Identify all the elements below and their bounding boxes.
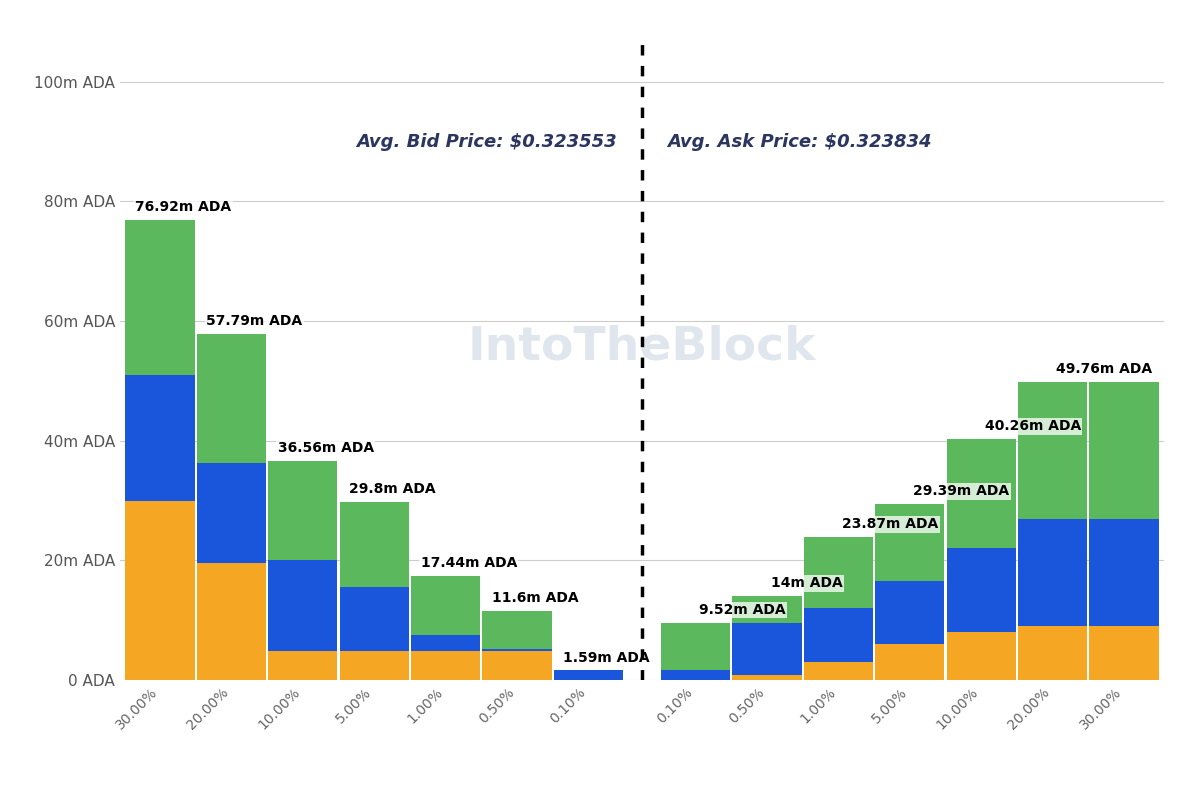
Bar: [1018, 626, 1087, 680]
Text: 9.52m ADA: 9.52m ADA: [700, 603, 786, 617]
Bar: [875, 644, 944, 680]
Text: 29.39m ADA: 29.39m ADA: [913, 484, 1009, 498]
Text: 36.56m ADA: 36.56m ADA: [278, 442, 374, 455]
Bar: [340, 651, 409, 680]
Bar: [947, 632, 1016, 680]
Bar: [554, 670, 623, 680]
Bar: [340, 502, 409, 587]
Bar: [340, 587, 409, 651]
Bar: [804, 538, 874, 608]
Bar: [197, 463, 266, 563]
Bar: [125, 501, 194, 680]
Bar: [732, 623, 802, 675]
Bar: [197, 563, 266, 680]
Text: IntoTheBlock: IntoTheBlock: [468, 325, 816, 370]
Bar: [410, 635, 480, 651]
Bar: [875, 582, 944, 644]
Bar: [482, 651, 552, 680]
Bar: [732, 675, 802, 680]
Bar: [804, 662, 874, 680]
Bar: [125, 375, 194, 501]
Bar: [268, 560, 337, 651]
Bar: [1090, 518, 1159, 626]
Bar: [554, 670, 623, 680]
Bar: [410, 576, 480, 635]
Bar: [1090, 382, 1159, 518]
Bar: [197, 334, 266, 463]
Bar: [268, 462, 337, 560]
Text: 40.26m ADA: 40.26m ADA: [985, 419, 1081, 434]
Bar: [125, 220, 194, 375]
Text: 17.44m ADA: 17.44m ADA: [421, 556, 517, 570]
Bar: [268, 651, 337, 680]
Bar: [875, 504, 944, 582]
Bar: [1018, 382, 1087, 518]
Text: 14m ADA: 14m ADA: [770, 576, 842, 590]
Bar: [732, 596, 802, 623]
Bar: [804, 608, 874, 662]
Bar: [661, 670, 730, 680]
Bar: [1090, 626, 1159, 680]
Bar: [947, 439, 1016, 549]
Text: 76.92m ADA: 76.92m ADA: [134, 200, 232, 214]
Bar: [482, 610, 552, 649]
Bar: [482, 649, 552, 651]
Text: 49.76m ADA: 49.76m ADA: [1056, 362, 1152, 376]
Bar: [661, 623, 730, 670]
Text: 29.8m ADA: 29.8m ADA: [349, 482, 436, 496]
Text: 11.6m ADA: 11.6m ADA: [492, 590, 578, 605]
Text: 57.79m ADA: 57.79m ADA: [206, 314, 302, 328]
Text: 1.59m ADA: 1.59m ADA: [564, 650, 650, 665]
Bar: [1018, 518, 1087, 626]
Bar: [947, 549, 1016, 632]
Text: Avg. Ask Price: $0.323834: Avg. Ask Price: $0.323834: [667, 133, 931, 150]
Bar: [410, 651, 480, 680]
Text: Avg. Bid Price: $0.323553: Avg. Bid Price: $0.323553: [356, 133, 617, 150]
Text: 23.87m ADA: 23.87m ADA: [842, 518, 938, 531]
